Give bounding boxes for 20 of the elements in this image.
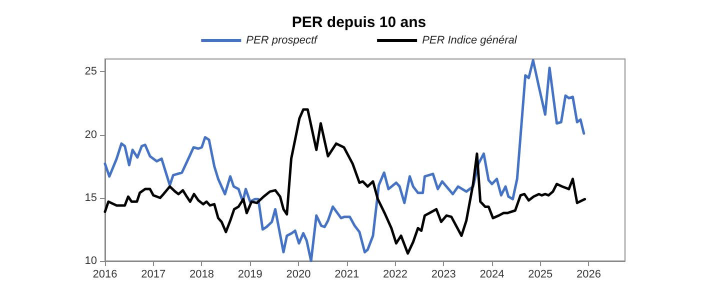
x-tick-label: 2023 — [431, 268, 456, 280]
x-tick-label: 2016 — [92, 268, 118, 280]
x-tick-label: 2019 — [238, 268, 262, 280]
y-tick-label: 25 — [84, 66, 97, 78]
x-tick-label: 2022 — [382, 268, 408, 280]
x-tick-label: 2020 — [286, 268, 311, 280]
x-tick-label: 2026 — [576, 268, 601, 280]
x-tick-label: 2017 — [141, 268, 166, 280]
line-series — [104, 108, 586, 255]
y-tick-label: 20 — [84, 128, 97, 141]
line-series — [104, 59, 586, 262]
x-tick-label: 2024 — [480, 268, 504, 280]
legend-label: PER prospectf — [246, 34, 318, 46]
y-tick-label: 10 — [84, 255, 97, 267]
legend-label: PER Indice général — [422, 34, 518, 46]
chart-title: PER depuis 10 ans — [292, 14, 426, 31]
x-tick-label: 2021 — [334, 268, 360, 280]
x-tick-label: 2025 — [528, 268, 553, 280]
x-tick-label: 2018 — [190, 268, 214, 280]
y-tick-label: 15 — [84, 192, 97, 204]
